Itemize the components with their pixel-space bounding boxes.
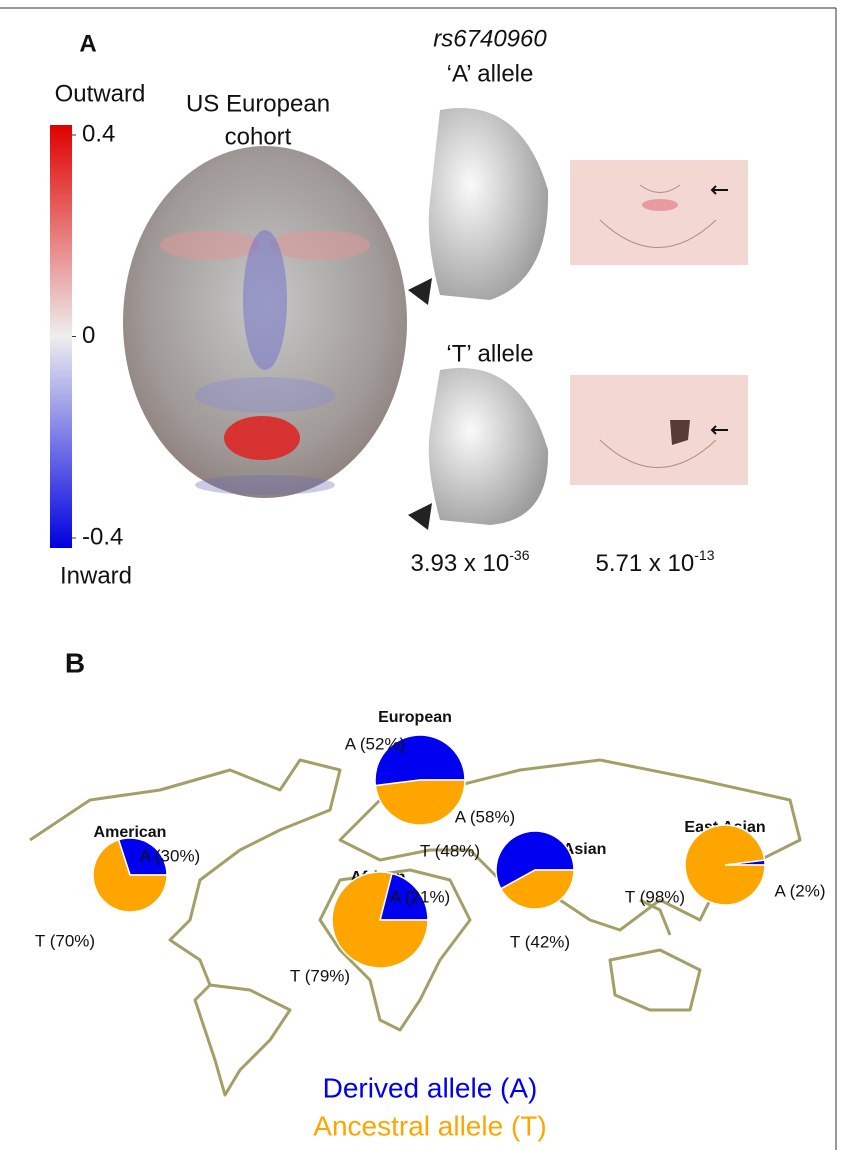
pie-slice (375, 780, 465, 825)
pie-label: A (2%) (774, 881, 825, 900)
allele-label: ‘A’ allele (447, 60, 534, 87)
pie-slice (685, 825, 765, 905)
panel-label: A (79, 30, 96, 57)
p-value: 5.71 x 10-13 (596, 547, 715, 578)
arrowhead (408, 503, 432, 530)
pie-label: T (42%) (510, 932, 570, 951)
allele-label: ‘T’ allele (446, 340, 533, 367)
heatmap-face (123, 146, 407, 498)
pie-label: T (79%) (290, 966, 350, 985)
arrowhead (408, 278, 432, 305)
pie-label: A (52%) (345, 734, 405, 753)
pie-label: A (30%) (140, 846, 200, 865)
p-exp: -13 (694, 547, 714, 563)
colorbar (50, 125, 72, 548)
legend-entry: Ancestral allele (T) (313, 1110, 546, 1141)
cartoon-face (570, 160, 748, 265)
p-base: 3.93 x 10 (411, 550, 510, 577)
face-title: US European (186, 90, 330, 117)
p-value: 3.93 x 10-36 (411, 547, 530, 578)
p-exp: -36 (509, 547, 529, 563)
cartoon-lips (642, 199, 678, 211)
pie-label: T (70%) (35, 931, 95, 950)
gray-face (429, 368, 548, 525)
snp-id: rs6740960 (433, 25, 547, 52)
colorbar-tick-label: 0.4 (82, 120, 115, 147)
pie-label: T (98%) (625, 887, 685, 906)
figure: A Outward Inward US European cohort rs67… (0, 0, 842, 1150)
colorbar-top: Outward (55, 80, 146, 107)
pie-label: A (21%) (390, 887, 450, 906)
legend-entry: Derived allele (A) (323, 1072, 538, 1103)
gray-face (429, 108, 548, 300)
panel-label: B (65, 647, 85, 678)
pie-label: A (58%) (455, 807, 515, 826)
p-base: 5.71 x 10 (596, 550, 695, 577)
pie-title: European (378, 709, 452, 726)
colorbar-tick-label: -0.4 (82, 523, 123, 550)
pie-label: T (48%) (420, 841, 480, 860)
colorbar-tick-label: 0 (82, 322, 95, 349)
colorbar-bottom: Inward (60, 562, 132, 589)
